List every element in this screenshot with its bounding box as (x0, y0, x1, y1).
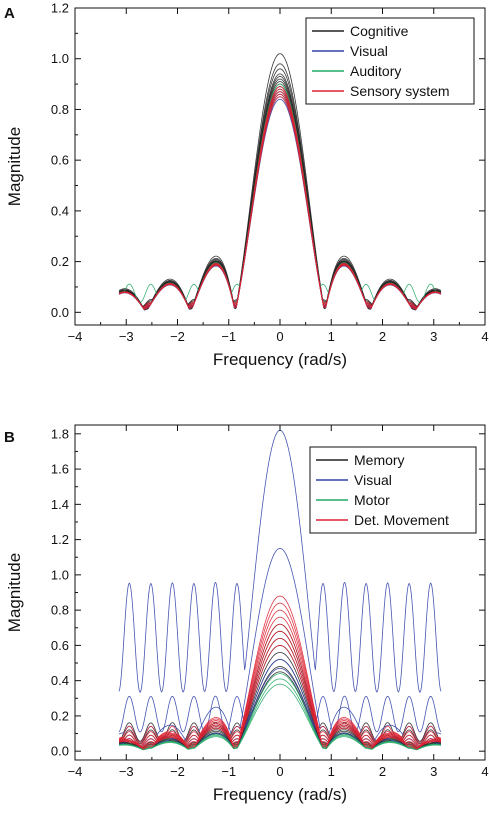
x-axis-label: Frequency (rad/s) (213, 785, 347, 804)
series-line-motor (118, 673, 442, 750)
series-line-cognitive (118, 91, 442, 311)
series-line-visual (118, 667, 442, 748)
y-tick-label: 0.8 (51, 102, 69, 117)
series-line-visual (118, 96, 442, 310)
panel-label: A (4, 5, 15, 22)
series-line-det-movement (118, 602, 442, 745)
y-tick-label: 1.6 (51, 462, 69, 477)
series-line-cognitive (118, 86, 442, 310)
x-tick-label: 0 (276, 329, 283, 344)
legend-label: Cognitive (350, 23, 409, 39)
series-curves (118, 53, 442, 311)
series-line-det-movement (118, 595, 442, 743)
x-tick-label: 3 (430, 329, 437, 344)
x-tick-label: −4 (68, 329, 83, 344)
series-line-sensory-system (118, 88, 442, 309)
y-tick-label: 0.0 (51, 744, 69, 759)
series-line-memory (118, 630, 442, 745)
x-tick-label: 1 (328, 329, 335, 344)
x-tick-label: −2 (170, 329, 185, 344)
y-tick-label: 1.2 (51, 532, 69, 547)
legend-label: Memory (354, 452, 405, 468)
series-line-sensory-system (118, 93, 442, 310)
series-line-sensory-system (118, 91, 442, 309)
legend: Memory Visual Motor Det. Movement (309, 446, 477, 534)
y-tick-label: 1.8 (51, 426, 69, 441)
legend-label: Auditory (350, 63, 401, 79)
x-tick-label: −3 (119, 329, 134, 344)
legend-label: Motor (354, 492, 390, 508)
series-line-cognitive (118, 78, 442, 309)
legend-label: Sensory system (350, 83, 450, 99)
series-line-cognitive (118, 83, 442, 310)
series-line-cognitive (118, 88, 442, 311)
x-tick-label: −1 (221, 764, 236, 779)
series-line-det-movement (118, 637, 442, 749)
series-line-cognitive (118, 63, 442, 308)
x-tick-label: −1 (221, 329, 236, 344)
legend-box (309, 446, 477, 534)
x-tick-label: 0 (276, 764, 283, 779)
series-line-det-movement (118, 609, 442, 746)
series-line-visual (118, 98, 442, 310)
y-tick-label: 0.4 (51, 203, 69, 218)
y-tick-label: 1.4 (51, 497, 69, 512)
series-line-sensory-system (118, 86, 442, 309)
legend-label: Det. Movement (354, 512, 449, 528)
series-line-cognitive (118, 68, 442, 308)
series-line-det-movement (118, 623, 442, 748)
y-tick-label: 0.2 (51, 254, 69, 269)
x-tick-label: −3 (119, 764, 134, 779)
series-line-cognitive (118, 76, 442, 309)
series-line-memory (118, 637, 442, 746)
series-line-cognitive (118, 73, 442, 309)
x-tick-label: 4 (481, 329, 488, 344)
series-line-memory (118, 623, 442, 742)
chart-panel-b: B −4 −3 −2 −1 0 1 2 3 4 0.0 0.2 0.4 0.6 0.8 1.0 1.2 1.4 1.… (4, 424, 489, 804)
panel-label: B (4, 429, 15, 446)
x-tick-label: 1 (328, 764, 335, 779)
y-tick-label: 0.2 (51, 708, 69, 723)
x-tick-label: 2 (379, 329, 386, 344)
series-line-cognitive (118, 93, 442, 311)
y-axis-label: Magnitude (5, 127, 24, 206)
series-line-motor (119, 683, 441, 751)
series-line-det-movement (118, 616, 442, 748)
y-tick-label: 1.0 (51, 51, 69, 66)
series-line-visual (118, 659, 442, 733)
series-curves (118, 429, 442, 751)
series-line-det-movement (118, 644, 442, 750)
y-tick-label: 0.0 (51, 305, 69, 320)
series-line-visual (118, 91, 442, 309)
series-line-motor (119, 678, 441, 750)
chart-panel-a: A −4 −3 −2 −1 0 1 2 3 4 0.0 0.2 0.4 0.6 0.8 1.0 1.2 Frequ… (4, 1, 489, 370)
series-line-cognitive (118, 81, 442, 310)
y-tick-label: 1.0 (51, 567, 69, 582)
y-tick-label: 0.4 (51, 673, 69, 688)
y-tick-label: 0.6 (51, 638, 69, 653)
legend-label: Visual (350, 43, 388, 59)
series-line-cognitive (118, 53, 442, 308)
x-tick-label: 3 (430, 764, 437, 779)
x-tick-label: −2 (170, 764, 185, 779)
y-tick-label: 0.6 (51, 153, 69, 168)
y-tick-label: 0.8 (51, 603, 69, 618)
y-tick-label: 1.2 (51, 1, 69, 16)
legend-label: Visual (354, 472, 392, 488)
series-line-det-movement (118, 630, 442, 749)
y-axis-label: Magnitude (5, 553, 24, 632)
legend: Cognitive Visual Auditory Sensory system (305, 17, 475, 105)
x-tick-label: −4 (68, 764, 83, 779)
x-tick-label: 4 (481, 764, 488, 779)
series-line-auditory (118, 83, 442, 303)
series-line-memory (118, 666, 442, 750)
series-line-visual (118, 548, 442, 743)
series-line-sensory-system (118, 96, 442, 310)
legend-box (305, 17, 475, 105)
x-axis-label: Frequency (rad/s) (213, 350, 347, 369)
x-tick-label: 2 (379, 764, 386, 779)
